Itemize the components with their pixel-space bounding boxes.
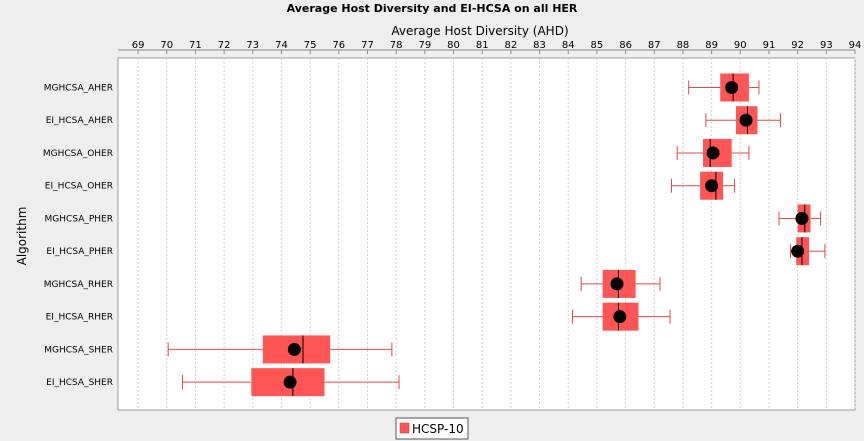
legend: HCSP-10 — [395, 417, 469, 440]
x-tick-label: 75 — [304, 40, 317, 51]
category-label: MGHCSA_SHER — [44, 345, 113, 355]
x-tick-label: 89 — [705, 40, 718, 51]
y-axis-title: Algorithm — [15, 207, 29, 266]
category-label: MGHCSA_OHER — [43, 149, 113, 159]
x-tick-label: 78 — [390, 40, 403, 51]
x-tick-label: 69 — [132, 40, 145, 51]
mean-marker — [791, 244, 805, 258]
x-tick-label: 79 — [418, 40, 431, 51]
x-tick-label: 87 — [648, 40, 661, 51]
x-tick-label: 92 — [791, 40, 804, 51]
x-tick-label: 90 — [734, 40, 747, 51]
category-label: EI_HCSA_PHER — [46, 247, 113, 257]
mean-marker — [795, 211, 809, 225]
mean-marker — [739, 113, 753, 127]
x-tick-label: 76 — [332, 40, 345, 51]
category-label: EI_HCSA_SHER — [46, 378, 113, 388]
x-tick-label: 74 — [275, 40, 288, 51]
category-label: MGHCSA_AHER — [44, 83, 113, 93]
x-tick-label: 80 — [447, 40, 460, 51]
box-mghcsa-sher — [167, 335, 393, 364]
box-mghcsa-pher — [778, 204, 822, 233]
category-labels: MGHCSA_AHER EI_HCSA_AHER MGHCSA_OHER EI_HCS… — [43, 83, 113, 388]
x-axis-title: Average Host Diversity (AHD) — [391, 24, 568, 38]
x-tick-label: 72 — [218, 40, 231, 51]
mean-marker — [613, 310, 627, 324]
x-tick-label: 93 — [820, 40, 833, 51]
box-series — [167, 73, 826, 397]
x-tick-label: 88 — [677, 40, 690, 51]
x-tick-label: 71 — [189, 40, 202, 51]
box-ei-hcsa-rher — [572, 302, 671, 331]
mean-marker — [610, 277, 624, 291]
x-tick-label: 91 — [763, 40, 776, 51]
legend-label: HCSP-10 — [412, 422, 464, 436]
category-label: MGHCSA_PHER — [45, 214, 113, 224]
legend-swatch — [399, 422, 410, 434]
x-tick-label: 83 — [533, 40, 546, 51]
mean-marker — [287, 342, 301, 356]
grid-lines — [137, 58, 856, 410]
box-mghcsa-rher — [580, 269, 661, 298]
box-mghcsa-aher — [688, 73, 760, 102]
x-tick-label: 81 — [476, 40, 489, 51]
category-label: EI_HCSA_OHER — [45, 182, 113, 192]
x-tick-label: 84 — [562, 40, 575, 51]
chart-title: Average Host Diversity and EI-HCSA on al… — [287, 2, 578, 15]
category-label: EI_HCSA_AHER — [46, 116, 113, 126]
x-axis-ticks: 69 70 71 72 73 74 75 76 77 78 79 80 81 82 83 84 85 86 87 88… — [132, 40, 862, 54]
mean-marker — [725, 80, 739, 94]
x-tick-label: 73 — [246, 40, 259, 51]
x-tick-label: 82 — [505, 40, 518, 51]
x-tick-label: 77 — [361, 40, 374, 51]
category-label: EI_HCSA_RHER — [46, 313, 113, 323]
box-mghcsa-oher — [676, 138, 750, 167]
plot-area — [117, 57, 856, 411]
mean-marker — [706, 146, 720, 160]
category-label: MGHCSA_RHER — [44, 280, 113, 290]
x-tick-label: 86 — [619, 40, 632, 51]
legend-box — [395, 417, 469, 440]
box-ei-hcsa-aher — [705, 106, 781, 135]
box-ei-hcsa-pher — [789, 237, 826, 266]
box-ei-hcsa-oher — [670, 171, 736, 200]
x-tick-label: 85 — [591, 40, 604, 51]
mean-marker — [283, 375, 297, 389]
mean-marker — [705, 179, 719, 193]
x-tick-label: 70 — [160, 40, 173, 51]
box-ei-hcsa-sher — [182, 368, 400, 397]
x-tick-label: 94 — [849, 40, 862, 51]
